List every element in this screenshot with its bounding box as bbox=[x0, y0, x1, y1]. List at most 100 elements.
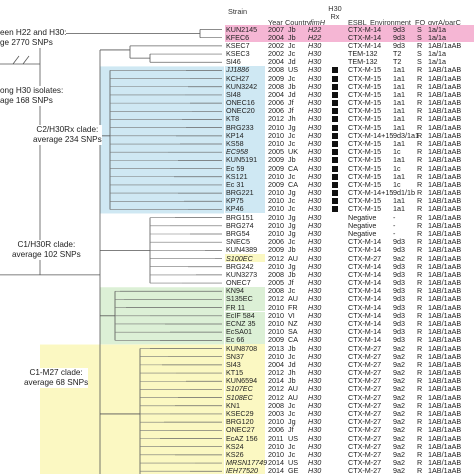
clade-label-line: average 234 SNPs bbox=[33, 135, 102, 144]
row-highlight bbox=[225, 180, 265, 189]
clade-label-line: age 168 SNPs bbox=[0, 96, 53, 105]
cell-country: Jg bbox=[288, 261, 296, 271]
cell-gyra: 1AB/1aAB bbox=[428, 114, 462, 124]
cell-fq: R bbox=[417, 368, 423, 378]
cell-gyra: 1AB/1aAB bbox=[428, 466, 462, 474]
row-highlight bbox=[225, 107, 265, 116]
cell-gyra: 1a/1a bbox=[428, 24, 446, 34]
cell-fq: R bbox=[417, 278, 423, 288]
row-highlight bbox=[225, 303, 265, 312]
h30rx-marker bbox=[332, 181, 338, 188]
cell-fq: S bbox=[417, 32, 422, 42]
cell-fimh: H30 bbox=[308, 171, 322, 181]
h30rx-marker bbox=[332, 157, 338, 164]
cell-year: 2010 bbox=[268, 351, 284, 361]
cell-country: Jc bbox=[288, 286, 296, 296]
cell-fq: R bbox=[417, 237, 423, 247]
row-highlight bbox=[225, 139, 265, 148]
cell-gyra: 1AB/1aAB bbox=[428, 310, 462, 320]
clade-label-line: een H22 and H30: bbox=[0, 28, 67, 37]
cell-fimh: H30 bbox=[308, 294, 322, 304]
cell-fq: R bbox=[417, 171, 423, 181]
cell-strain: SI48 bbox=[226, 89, 241, 99]
row-highlight bbox=[225, 188, 265, 197]
cell-year: 2009 bbox=[268, 245, 284, 255]
cell-fq: R bbox=[417, 139, 423, 149]
cell-fimh: H30 bbox=[308, 433, 322, 443]
cell-esbl: CTX-M-27 bbox=[348, 441, 382, 451]
cell-fimh: H30 bbox=[308, 204, 322, 214]
cell-fimh: H30 bbox=[308, 106, 322, 116]
cell-fq: R bbox=[417, 196, 423, 206]
cell-environment: 1c bbox=[393, 163, 401, 173]
cell-fimh: H30 bbox=[308, 163, 322, 173]
row-highlight bbox=[225, 74, 265, 83]
cell-environment: 9d3 bbox=[393, 310, 405, 320]
cell-fimh: H30 bbox=[308, 179, 322, 189]
cell-strain: BRG242 bbox=[226, 261, 254, 271]
cell-environment: 9d3 bbox=[393, 32, 405, 42]
cell-fq: R bbox=[417, 302, 423, 312]
row-highlight bbox=[225, 450, 265, 459]
cell-esbl: Negative bbox=[348, 212, 377, 222]
cell-environment: 9a2 bbox=[393, 253, 405, 263]
cell-year: 2014 bbox=[268, 466, 284, 474]
cell-gyra: 1AB/1aAB bbox=[428, 179, 462, 189]
cell-esbl: CTX-M-27 bbox=[348, 351, 382, 361]
cell-fq: R bbox=[417, 449, 423, 459]
cell-year: 2010 bbox=[268, 220, 284, 230]
clade-label-line: ge 2770 SNPs bbox=[0, 38, 53, 47]
cell-year: 2010 bbox=[268, 196, 284, 206]
cell-country: Jg bbox=[288, 212, 296, 222]
cell-environment: 9d3/1a1 bbox=[393, 130, 419, 140]
cell-country: Jb bbox=[288, 269, 296, 279]
cell-gyra: 1AB/1aAB bbox=[428, 343, 462, 353]
cell-environment: 1a1 bbox=[393, 155, 405, 165]
cell-environment: - bbox=[393, 229, 396, 238]
cell-esbl: CTX-M-15 bbox=[348, 179, 382, 189]
cell-fq: R bbox=[417, 417, 423, 427]
cell-fimh: H30 bbox=[308, 417, 322, 427]
cell-gyra: 1AB/1aAB bbox=[428, 204, 462, 214]
cell-fimh: H30 bbox=[308, 81, 322, 91]
cell-gyra: 1a/1a bbox=[428, 57, 446, 67]
cell-fq: S bbox=[417, 57, 422, 67]
cell-fimh: H30 bbox=[308, 253, 322, 263]
cell-fimh: H30 bbox=[308, 155, 322, 165]
row-highlight bbox=[225, 393, 265, 402]
row-highlight bbox=[225, 115, 265, 124]
clade-label-h22-h30: een H22 and H30: ge 2770 SNPs bbox=[0, 28, 67, 48]
cell-fq: R bbox=[417, 220, 423, 230]
cell-year: 2010 bbox=[268, 327, 284, 337]
cell-gyra: 1AB/1aAB bbox=[428, 253, 462, 263]
cell-gyra: 1AB/1aAB bbox=[428, 458, 462, 468]
cell-gyra: 1AB/1aAB bbox=[428, 261, 462, 271]
clade-label-line: average 102 SNPs bbox=[12, 250, 81, 259]
cell-fimh: H30 bbox=[308, 384, 322, 394]
cell-year: 2008 bbox=[268, 81, 284, 91]
cell-fq: R bbox=[417, 106, 423, 116]
cell-fimh: H30 bbox=[308, 458, 322, 468]
cell-strain: EcAZ 156 bbox=[226, 433, 258, 443]
cell-gyra: 1AB/1aAB bbox=[428, 139, 462, 149]
cell-fimh: H30 bbox=[308, 408, 322, 418]
cell-fq: R bbox=[417, 188, 423, 198]
row-highlight bbox=[225, 33, 474, 42]
cell-environment: 9d3 bbox=[393, 245, 405, 255]
cell-fimh: H30 bbox=[308, 269, 322, 279]
cell-country: Jc bbox=[288, 237, 296, 247]
cell-year: 2002 bbox=[268, 40, 284, 50]
row-highlight bbox=[225, 327, 265, 337]
cell-gyra: 1AB/1aAB bbox=[428, 229, 462, 238]
cell-environment: 9d3 bbox=[393, 24, 405, 34]
cell-environment: 1a1 bbox=[393, 171, 405, 181]
cell-country: GE bbox=[288, 466, 299, 474]
cell-year: 2013 bbox=[268, 343, 284, 353]
cell-esbl: CTX-M-15 bbox=[348, 106, 382, 116]
row-highlight bbox=[225, 82, 265, 91]
cell-strain: SI43 bbox=[226, 359, 241, 369]
cell-fq: R bbox=[417, 147, 423, 157]
cell-year: 2004 bbox=[268, 89, 284, 99]
cell-year: 2010 bbox=[268, 188, 284, 198]
